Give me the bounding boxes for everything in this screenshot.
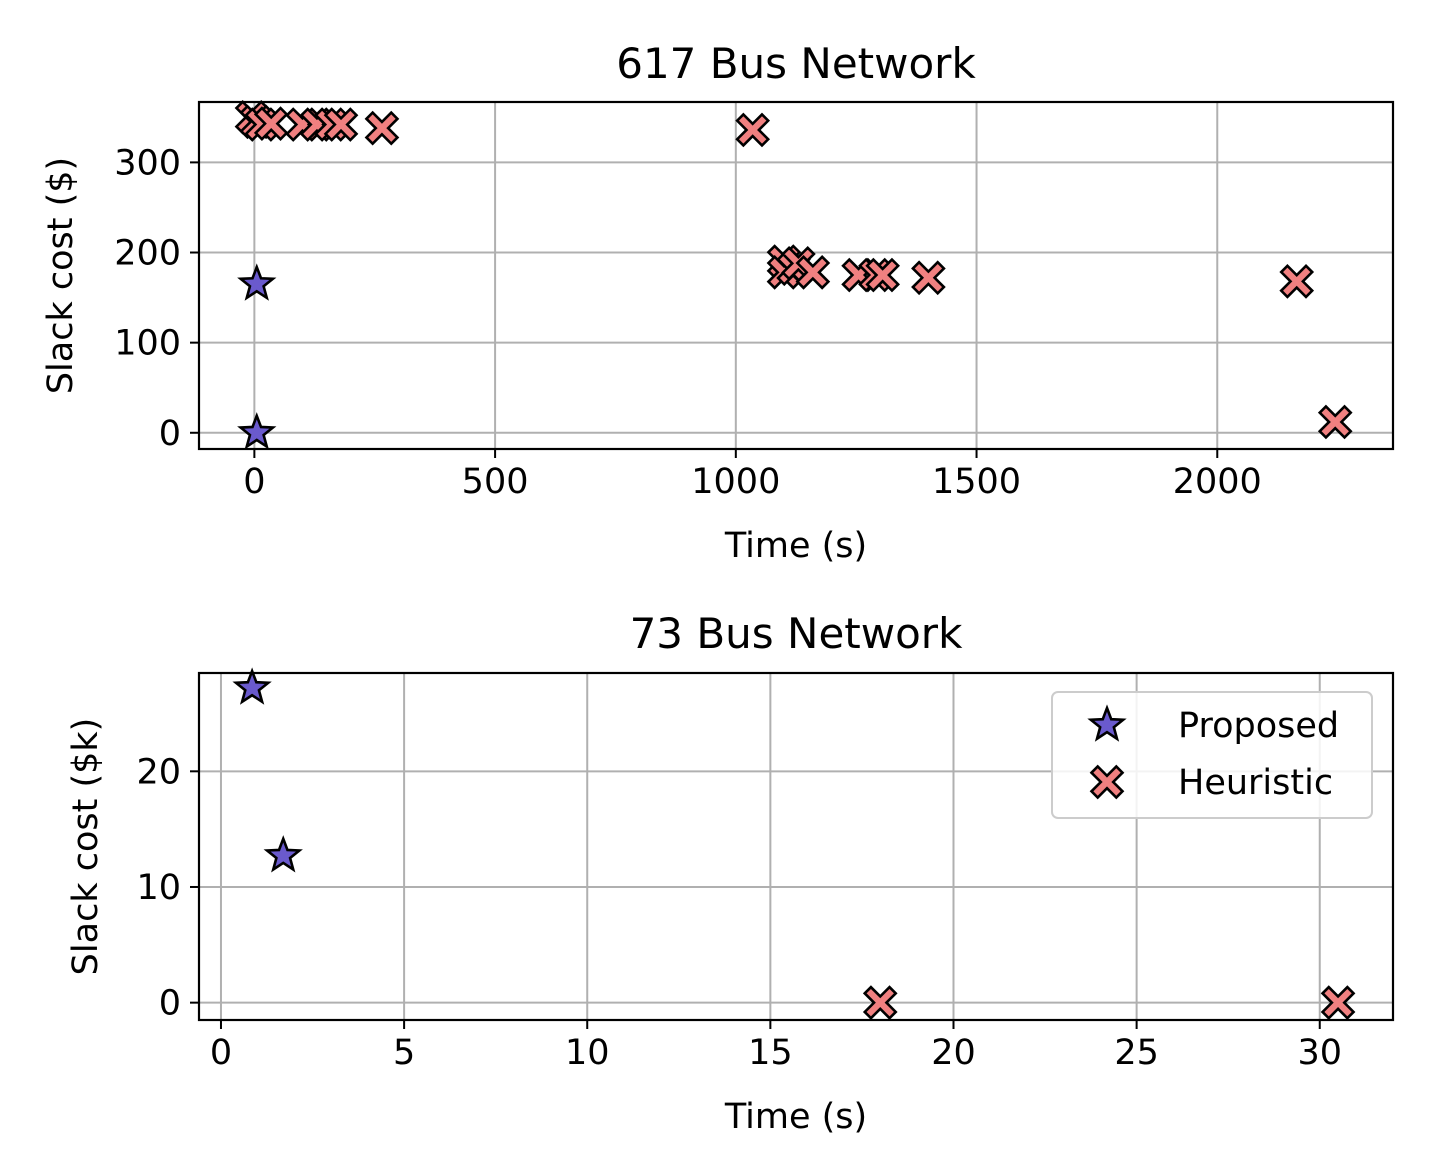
x-tick-label: 2000 (1173, 462, 1262, 502)
y-tick-label: 20 (136, 752, 181, 792)
y-tick-label: 0 (159, 984, 181, 1024)
chart-title: 73 Bus Network (630, 609, 963, 658)
gridlines (199, 102, 1393, 449)
proposed-point (232, 667, 272, 705)
y-tick-label: 200 (114, 234, 181, 274)
legend-box (1051, 691, 1373, 819)
chart-panel-2: 73 Bus Network 0 5 10 15 20 25 30 0 10 20 Time (s) S… (66, 609, 1395, 1137)
heuristic-point (911, 260, 946, 296)
x-tick-label: 30 (1297, 1033, 1342, 1073)
series-proposed (232, 667, 303, 873)
x-tick-label: 25 (1114, 1033, 1159, 1073)
x-tick-label: 1500 (932, 462, 1021, 502)
x-tick-label: 0 (210, 1033, 232, 1073)
heuristic-point (862, 985, 898, 1020)
heuristic-point (1317, 404, 1353, 440)
x-axis-label: Time (s) (724, 526, 867, 566)
proposed-point (263, 835, 303, 873)
proposed-point (237, 263, 277, 301)
heuristic-point (364, 110, 400, 146)
y-axis-label: Slack cost ($k) (66, 718, 106, 976)
heuristic-point (323, 107, 359, 142)
legend-x-icon (1089, 764, 1125, 800)
x-tick-label: 10 (565, 1033, 610, 1073)
y-axis-label: Slack cost ($) (41, 157, 81, 394)
y-tick-label: 300 (114, 143, 181, 183)
series-heuristic (862, 985, 1356, 1020)
y-tick-label: 10 (136, 868, 181, 908)
legend-label: Proposed (1178, 706, 1339, 746)
x-axis-label: Time (s) (724, 1097, 867, 1137)
x-tick-label: 500 (462, 462, 529, 502)
heuristic-point (1279, 264, 1315, 299)
heuristic-point (795, 255, 831, 290)
heuristic-point (865, 257, 900, 293)
proposed-point (237, 412, 277, 450)
legend-label: Heuristic (1178, 763, 1333, 803)
heuristic-point (735, 112, 771, 148)
chart-title: 617 Bus Network (616, 39, 976, 88)
chart-panel-1: 617 Bus Network 0 500 1000 1500 2000 0 100 200 30… (41, 39, 1395, 566)
y-tick-label: 0 (159, 414, 181, 454)
heuristic-point (1320, 985, 1356, 1020)
axes-frame (197, 671, 1395, 1022)
x-tick-label: 15 (748, 1033, 793, 1073)
y-tick-label: 100 (114, 324, 181, 364)
series-proposed (237, 263, 277, 450)
axes-frame (197, 100, 1395, 451)
x-tick-label: 0 (243, 462, 265, 502)
x-tick-label: 20 (931, 1033, 976, 1073)
legend: Proposed Heuristic (1051, 691, 1373, 819)
x-tick-label: 5 (393, 1033, 415, 1073)
legend-star-icon (1087, 704, 1127, 742)
x-tick-label: 1000 (691, 462, 780, 502)
series-heuristic (234, 99, 1353, 440)
